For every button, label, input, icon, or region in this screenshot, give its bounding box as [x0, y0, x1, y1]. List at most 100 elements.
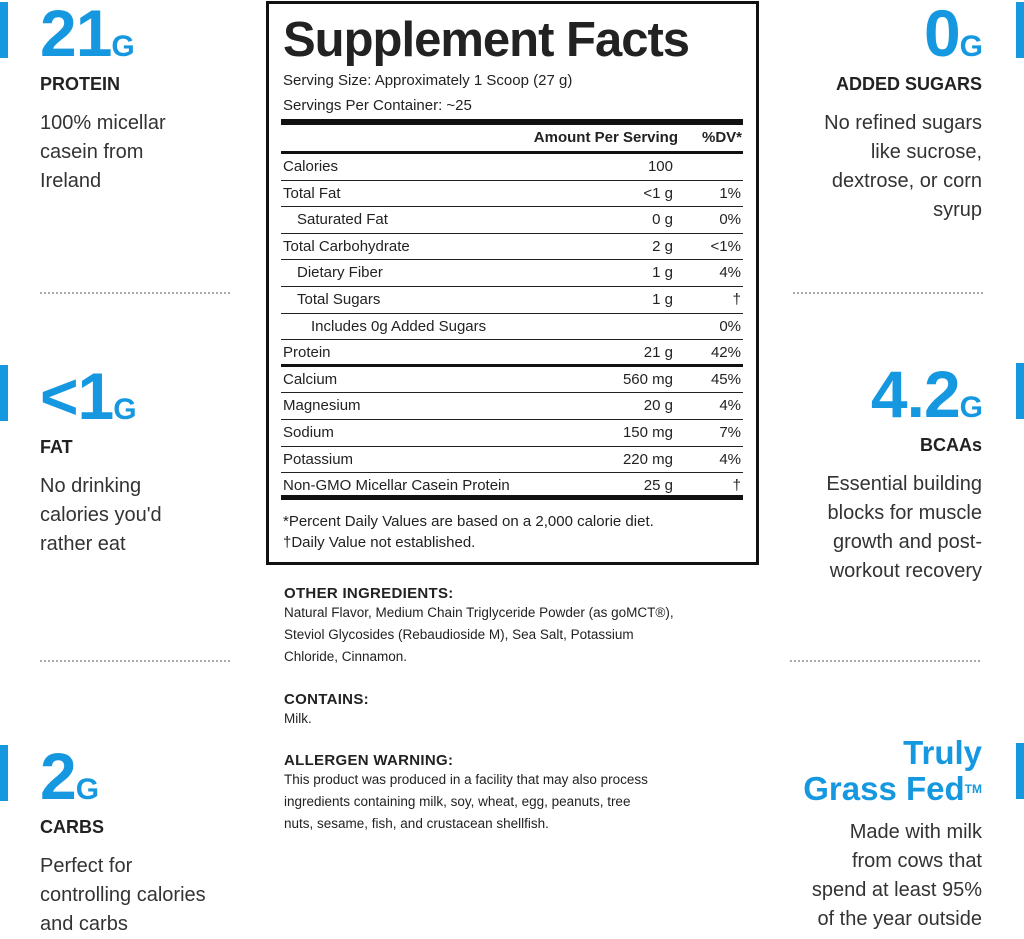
description-line: like sucrose, — [870, 141, 982, 163]
section-line: Natural Flavor, Medium Chain Triglycerid… — [284, 605, 674, 620]
nutrient-amount: 0 g — [652, 211, 673, 229]
nutrient-amount: 1 g — [652, 264, 673, 282]
feature-value: 2G — [40, 743, 99, 823]
ingredient-section: CONTAINS: Milk. — [284, 691, 764, 730]
nutrient-amount: <1 g — [643, 184, 673, 202]
description-line: spend at least 95% — [811, 879, 982, 901]
nutrient-amount: 150 mg — [622, 424, 673, 441]
nutrient-dv: 4% — [719, 264, 741, 282]
facts-row: Dietary Fiber 1 g 4% — [281, 260, 743, 287]
facts-row: Magnesium 20 g 4% — [281, 393, 743, 420]
trademark: TM — [964, 782, 982, 796]
description-line: workout recovery — [829, 560, 982, 582]
description-line: Ireland — [40, 170, 102, 192]
accent-bar — [0, 2, 8, 58]
feature-number: 2 — [40, 739, 77, 813]
feature-description: 100% micellar casein from Ireland — [40, 109, 166, 196]
facts-row: Potassium 220 mg 4% — [281, 447, 743, 474]
nutrient-name: Total Sugars — [297, 291, 381, 308]
nutrient-name: Dietary Fiber — [297, 264, 383, 282]
dotted-divider — [40, 660, 230, 662]
facts-row: Calcium 560 mg 45% — [281, 367, 743, 394]
nutrient-dv: 0% — [719, 211, 741, 229]
section-line: nuts, sesame, fish, and crustacean shell… — [284, 816, 549, 831]
nutrient-dv: † — [732, 477, 741, 495]
feature-description: Made with milk from cows that spend at lea… — [812, 818, 982, 934]
feature-number: 0 — [923, 0, 961, 70]
feature-unit: G — [959, 30, 983, 63]
description-line: No drinking — [40, 475, 142, 497]
nutrient-name: Includes 0g Added Sugars — [311, 317, 487, 335]
feature-unit: G — [75, 773, 99, 806]
feature-label: FAT — [40, 437, 73, 457]
section-line: Steviol Glycosides (Rebaudioside M), Sea… — [284, 627, 634, 642]
dotted-divider — [40, 292, 230, 294]
dotted-divider — [790, 660, 980, 662]
feature-title: Truly Grass FedTM — [803, 735, 982, 807]
feature-label: CARBS — [40, 817, 105, 837]
nutrient-amount: 100 — [647, 158, 673, 175]
nutrient-dv: 45% — [710, 370, 741, 388]
feature-description: Essential building blocks for muscle growt… — [826, 470, 982, 586]
section-line: Milk. — [284, 711, 312, 726]
nutrient-amount: 560 mg — [622, 370, 673, 388]
feature-description: No drinking calories you'd rather eat — [40, 472, 162, 559]
accent-bar — [0, 745, 8, 801]
feature-number: 21 — [40, 0, 112, 70]
ingredient-section: OTHER INGREDIENTS: Natural Flavor, Medium… — [284, 585, 764, 668]
nutrient-amount: 25 g — [643, 477, 673, 495]
title-line: Truly — [903, 734, 982, 771]
feature-label: PROTEIN — [40, 74, 121, 94]
feature-label: ADDED SUGARS — [835, 74, 982, 94]
description-line: casein from — [40, 141, 144, 163]
facts-row: Non-GMO Micellar Casein Protein 25 g † — [281, 473, 743, 500]
nutrient-name: Magnesium — [283, 397, 361, 415]
facts-row: Includes 0g Added Sugars 0% — [281, 314, 743, 341]
section-line: Chloride, Cinnamon. — [284, 649, 408, 664]
description-line: Essential building — [826, 473, 982, 495]
nutrient-amount: 20 g — [643, 397, 673, 415]
facts-row: Calories 100 — [281, 154, 743, 181]
description-line: Made with milk — [849, 821, 982, 843]
title-line: Grass FedTM — [803, 770, 982, 807]
description-line: Perfect for — [40, 855, 133, 877]
nutrient-name: Potassium — [283, 450, 354, 468]
section-line: This product was produced in a facility … — [284, 772, 648, 787]
feature-value: 4.2G — [871, 361, 983, 441]
description-line: growth and post- — [833, 531, 982, 553]
description-line: rather eat — [40, 533, 126, 555]
nutrient-name: Total Fat — [283, 184, 341, 202]
nutrient-name: Non-GMO Micellar Casein Protein — [283, 477, 510, 495]
dotted-divider — [793, 292, 983, 294]
nutrient-dv: <1% — [710, 237, 741, 255]
nutrient-dv: 1% — [719, 184, 741, 202]
description-line: dextrose, or corn — [831, 170, 982, 192]
nutrient-amount: 220 mg — [622, 450, 673, 468]
nutrient-amount: 21 g — [643, 344, 673, 362]
ingredient-section: ALLERGEN WARNING: This product was produc… — [284, 752, 764, 835]
feature-label: BCAAs — [919, 435, 982, 455]
header-rule — [281, 151, 743, 154]
nutrient-amount: 2 g — [652, 237, 673, 255]
facts-row: Saturated Fat 0 g 0% — [281, 207, 743, 234]
dv-header: %DV* — [701, 129, 742, 146]
footnote: †Daily Value not established. — [283, 534, 476, 551]
nutrient-name: Sodium — [283, 424, 334, 441]
nutrient-dv: † — [732, 291, 741, 308]
description-line: 100% micellar — [40, 112, 166, 134]
feature-description: No refined sugars like sucrose, dextrose, … — [824, 109, 982, 225]
section-heading: OTHER INGREDIENTS: — [284, 585, 454, 602]
servings-per-container: Servings Per Container: ~25 — [283, 97, 472, 114]
nutrient-dv: 4% — [719, 450, 741, 468]
nutrient-dv: 42% — [710, 344, 741, 362]
nutrient-name: Calcium — [283, 370, 338, 388]
accent-bar — [1016, 363, 1024, 419]
accent-bar — [0, 365, 8, 421]
feature-unit: G — [111, 30, 134, 63]
nutrient-name: Total Carbohydrate — [283, 237, 410, 255]
nutrient-name: Saturated Fat — [297, 211, 388, 229]
facts-row: Total Fat <1 g 1% — [281, 181, 743, 208]
nutrient-dv: 0% — [719, 317, 741, 335]
feature-unit: G — [959, 391, 983, 424]
